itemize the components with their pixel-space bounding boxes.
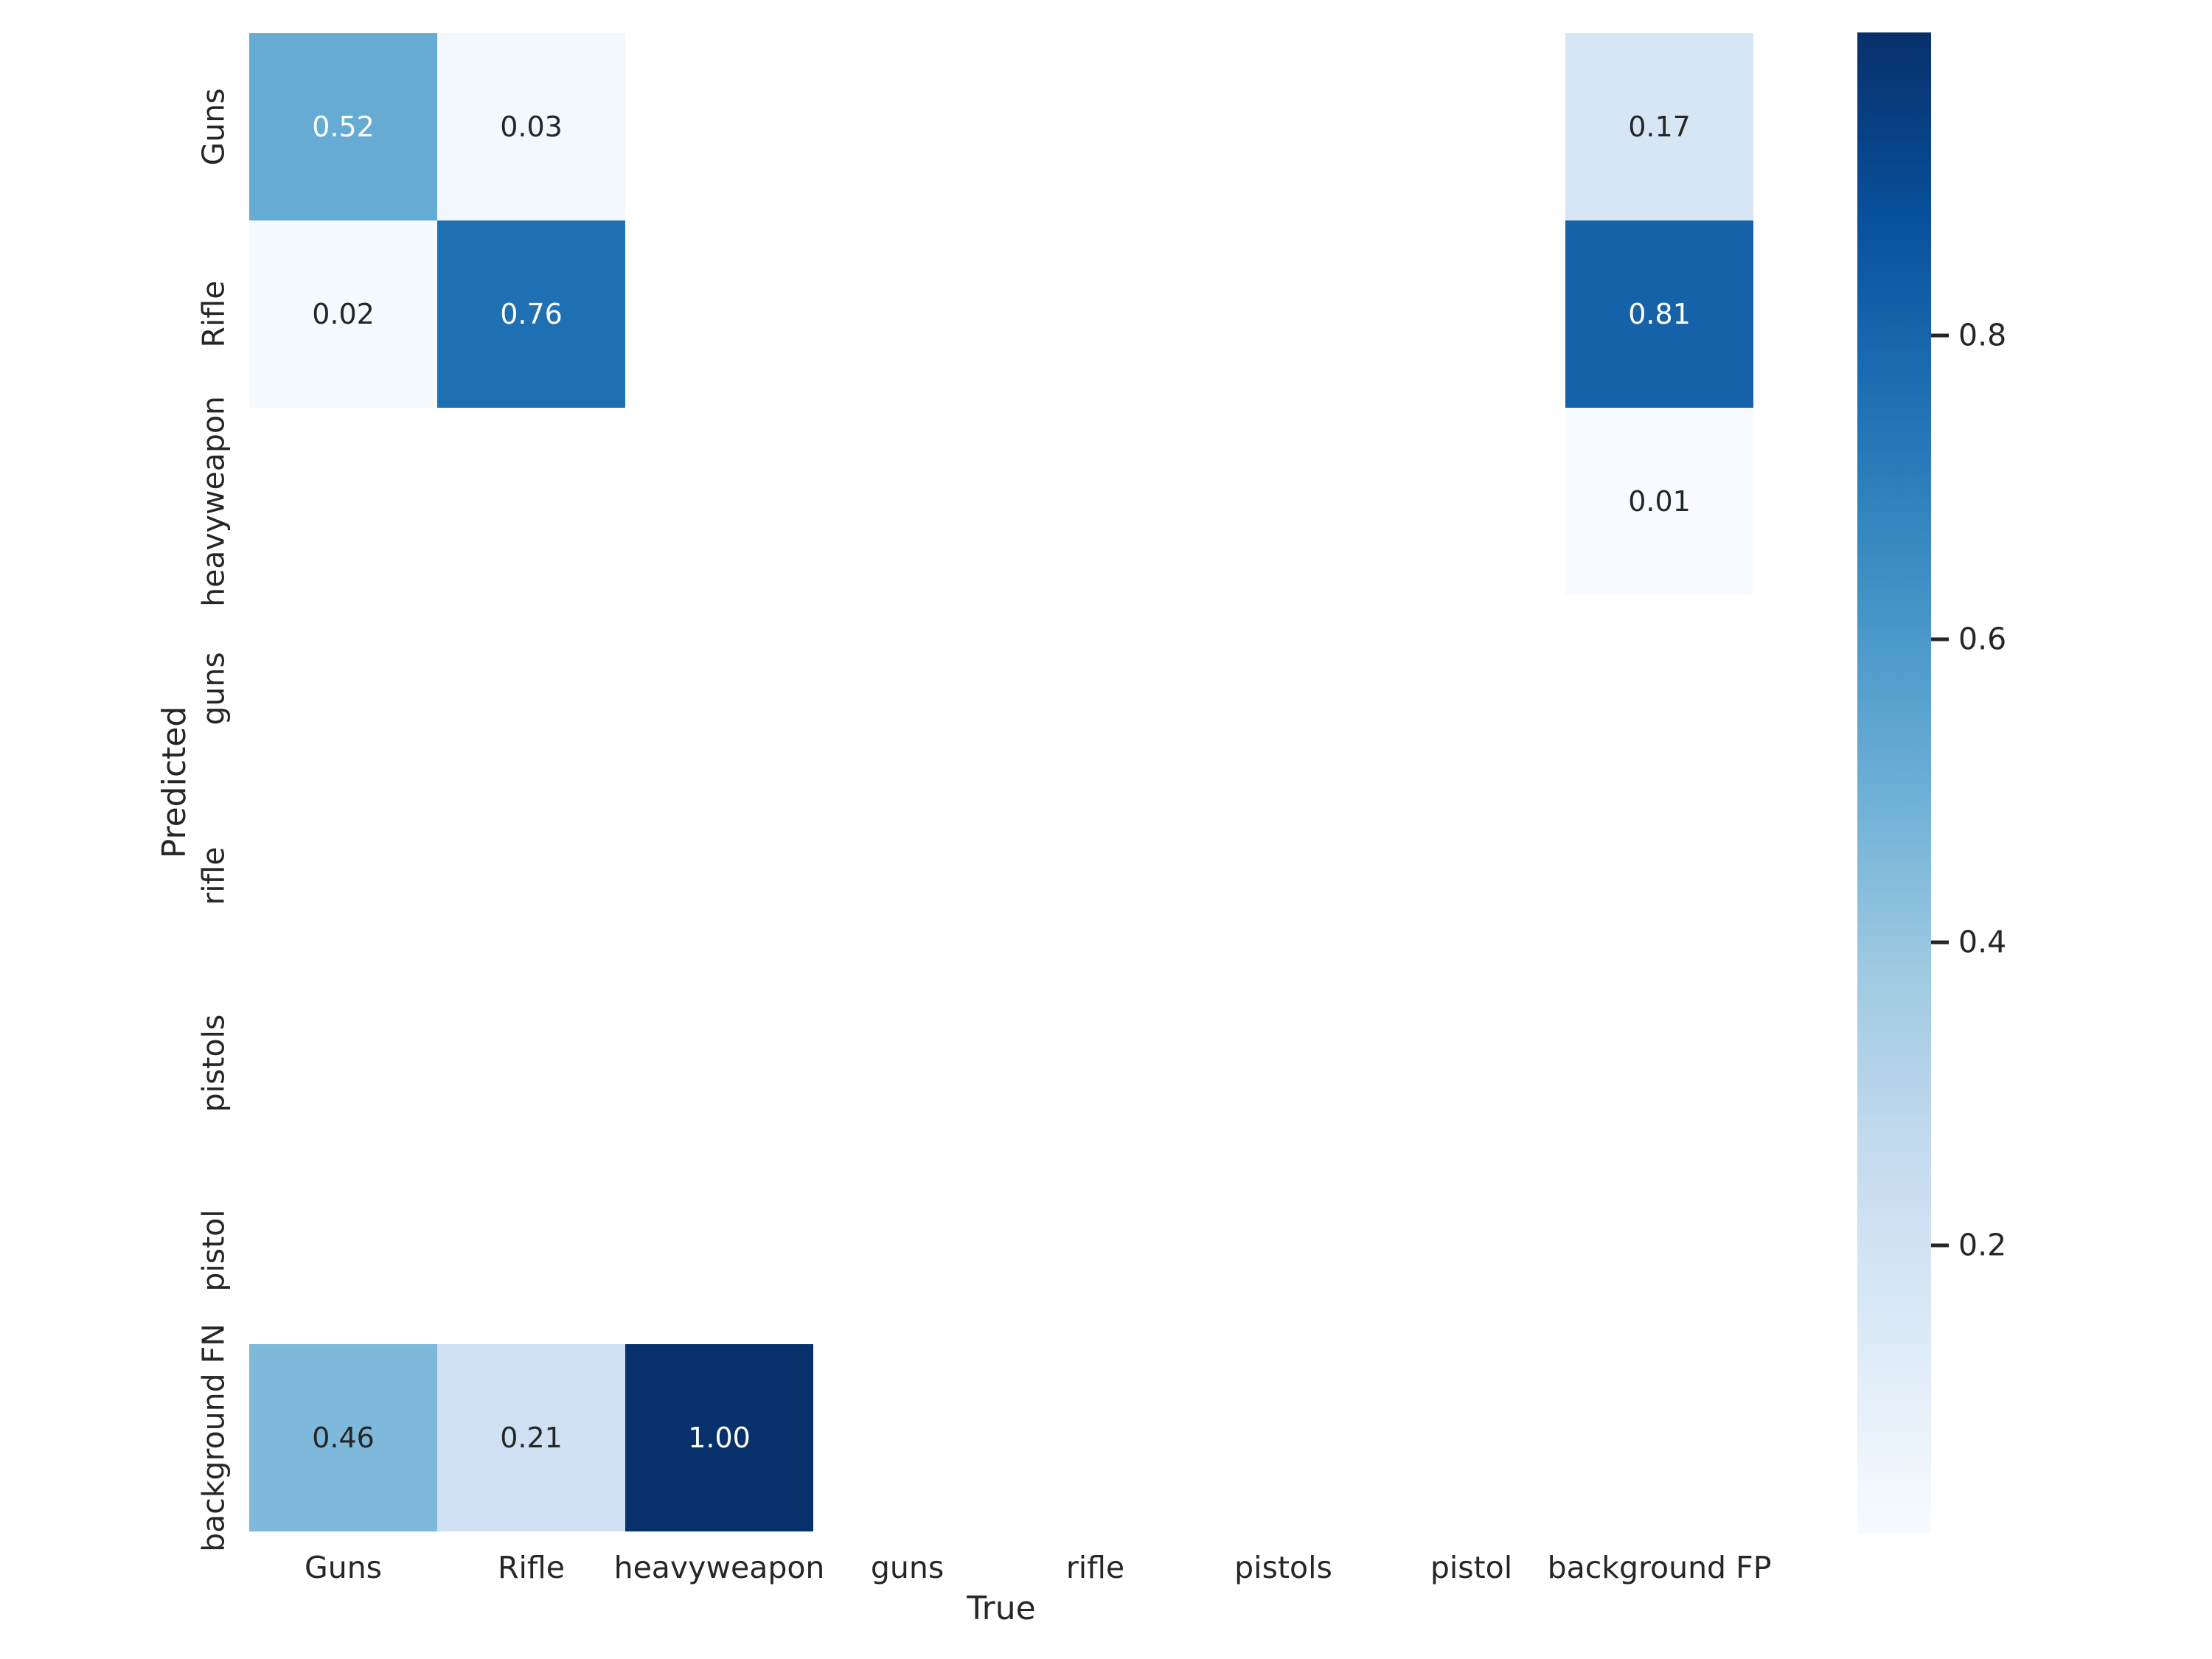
- cell-value: 0.02: [312, 298, 375, 330]
- cell-value: 0.21: [500, 1422, 563, 1454]
- y-tick-label: Guns: [195, 88, 232, 166]
- colorbar-tick-label: 0.4: [1958, 924, 2007, 960]
- heatmap-cell: 0.03: [437, 33, 625, 220]
- heatmap-cell: 0.46: [249, 1344, 437, 1531]
- colorbar-tick-label: 0.2: [1958, 1227, 2007, 1263]
- y-axis-title: Predicted: [156, 706, 193, 859]
- cell-value: 0.81: [1628, 298, 1691, 330]
- y-tick-label: rifle: [195, 846, 232, 905]
- colorbar-tick-mark: [1931, 940, 1949, 945]
- x-tick-label: Rifle: [498, 1550, 565, 1585]
- x-tick-label: guns: [870, 1550, 945, 1585]
- colorbar-tick-label: 0.6: [1958, 621, 2007, 657]
- x-tick-label: pistols: [1234, 1550, 1332, 1585]
- heatmap-cell: 0.76: [437, 220, 625, 408]
- heatmap-cell: 0.02: [249, 220, 437, 408]
- cell-value: 0.01: [1628, 485, 1691, 518]
- colorbar: [1857, 32, 1931, 1534]
- cell-value: 1.00: [688, 1422, 751, 1454]
- cell-value: 0.03: [500, 111, 563, 143]
- x-tick-label: background FP: [1547, 1550, 1772, 1585]
- cell-value: 0.46: [312, 1422, 375, 1454]
- heatmap-cell: 0.17: [1565, 33, 1753, 220]
- heatmap-cell: 0.81: [1565, 220, 1753, 408]
- colorbar-tick-mark: [1931, 1243, 1949, 1248]
- y-tick-label: background FN: [195, 1324, 232, 1552]
- heatmap-cell: 1.00: [625, 1344, 813, 1531]
- colorbar-tick-label: 0.8: [1958, 317, 2007, 353]
- y-tick-label: heavyweapon: [195, 396, 232, 607]
- heatmap-cell: 0.21: [437, 1344, 625, 1531]
- heatmap-cell: 0.52: [249, 33, 437, 220]
- y-tick-label: pistol: [195, 1209, 232, 1292]
- y-tick-label: guns: [195, 652, 232, 726]
- x-tick-label: rifle: [1065, 1550, 1125, 1585]
- y-tick-label: Rifle: [195, 280, 232, 348]
- colorbar-tick-mark: [1931, 333, 1949, 338]
- x-axis-title: True: [967, 1590, 1036, 1627]
- heatmap-cell: 0.01: [1565, 408, 1753, 595]
- x-tick-label: heavyweapon: [613, 1550, 825, 1585]
- y-tick-label: pistols: [195, 1014, 232, 1113]
- x-tick-label: pistol: [1430, 1550, 1513, 1585]
- cell-value: 0.52: [312, 111, 375, 143]
- cell-value: 0.76: [500, 298, 563, 330]
- x-tick-label: Guns: [304, 1550, 383, 1585]
- cell-value: 0.17: [1628, 111, 1691, 143]
- colorbar-tick-mark: [1931, 637, 1949, 641]
